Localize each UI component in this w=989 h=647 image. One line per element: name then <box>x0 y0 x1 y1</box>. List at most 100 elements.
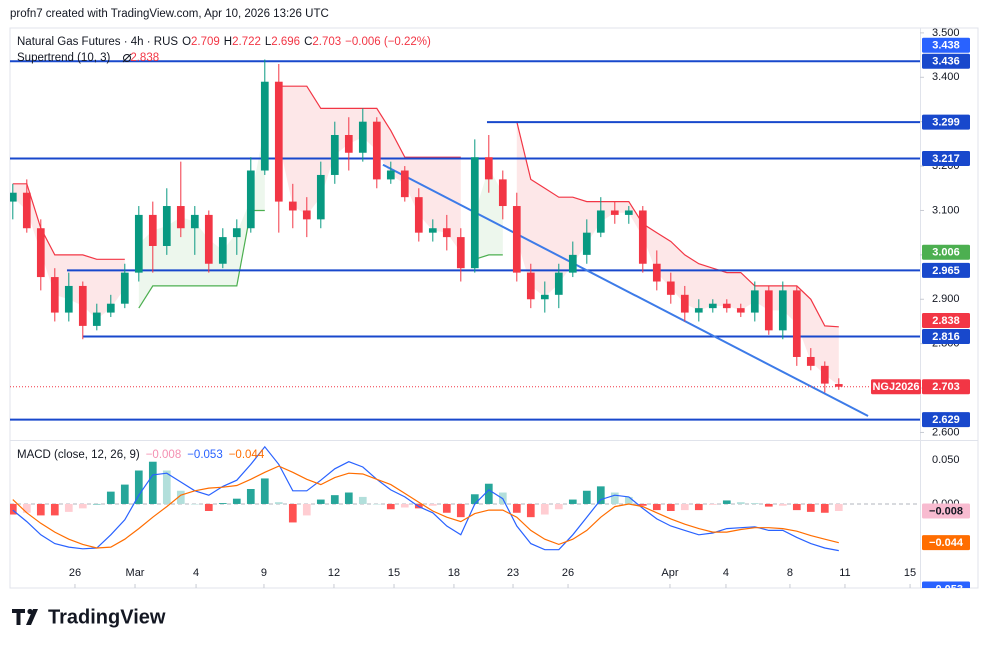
macd-histogram-bar <box>470 494 479 504</box>
macd-histogram-bar <box>190 503 199 505</box>
brand-name: TradingView <box>48 606 166 628</box>
macd-histogram-bar <box>778 503 787 506</box>
supertrend-legend: Supertrend (10, 3) 2.838 <box>17 52 159 64</box>
price-badge-label: 3.217 <box>932 153 960 165</box>
candle-body <box>106 303 115 313</box>
macd-label: MACD (close, 12, 26, 9) <box>17 449 140 461</box>
macd-histogram-bar <box>736 502 745 504</box>
supertrend-fill <box>138 126 265 309</box>
ohlc-value: 2.722 <box>232 36 261 48</box>
candle-body <box>232 228 241 238</box>
symbol-title: Natural Gas Futures · 4h · RUS <box>17 36 178 48</box>
supertrend-fill <box>474 168 503 260</box>
supertrend-fill <box>516 121 839 386</box>
candle-body <box>526 272 535 300</box>
x-tick-label: 4 <box>723 567 729 579</box>
ohlc-key: C <box>304 36 312 48</box>
signal-line <box>12 465 839 549</box>
supertrend-down <box>516 121 839 328</box>
candle-body <box>554 272 563 295</box>
price-badge-label: 3.438 <box>932 40 960 52</box>
macd-histogram-bar <box>722 500 731 504</box>
price-badge-label: 2.965 <box>932 265 960 277</box>
candle-body <box>64 285 73 313</box>
macd-histogram-bar <box>330 495 339 504</box>
candle-body <box>792 290 801 357</box>
macd-line <box>12 445 839 552</box>
ohlc-key: L <box>265 36 272 48</box>
macd-histogram-bar <box>204 503 213 511</box>
macd-histogram-bar <box>218 503 227 504</box>
macd-histogram-bar <box>512 503 521 513</box>
y-tick-label: 2.900 <box>932 293 960 305</box>
candle-body <box>638 210 647 264</box>
price-badge <box>922 151 970 167</box>
macd-histogram-bar <box>274 502 283 504</box>
macd-badge-label: −0.044 <box>929 537 964 549</box>
candle-body <box>484 157 493 180</box>
brand-logo <box>12 608 38 625</box>
macd-tick-label: 0.050 <box>932 454 960 466</box>
macd-histogram-bar <box>148 461 157 504</box>
price-pane <box>10 59 920 421</box>
macd-histogram-bar <box>428 503 437 506</box>
price-badge <box>922 114 970 130</box>
macd-histogram-bar <box>834 503 843 511</box>
ohlc-key: H <box>224 36 232 48</box>
macd-badge <box>922 535 970 551</box>
macd-badge <box>922 503 970 519</box>
candle-body <box>568 254 577 273</box>
attribution: profn7 created with TradingView.com, Apr… <box>10 8 329 20</box>
price-badge-label: 2.703 <box>932 381 960 393</box>
price-badge-label: 3.299 <box>932 117 960 129</box>
y-tick-label: 3.400 <box>932 71 960 83</box>
candle-body <box>456 237 465 269</box>
macd-histogram-bar <box>106 491 115 504</box>
series-legend: Natural Gas Futures · 4h · RUS O2.709 H2.7… <box>17 36 431 48</box>
supertrend-down <box>278 85 461 158</box>
candle-body <box>540 294 549 300</box>
macd-histogram-bar <box>92 503 101 505</box>
macd-histogram-bar <box>456 503 465 518</box>
symbol-badge <box>871 379 921 395</box>
macd-histogram-bar <box>820 503 829 513</box>
ohlc-value: 2.696 <box>271 36 300 48</box>
candle-body <box>666 281 675 295</box>
candle-body <box>316 174 325 220</box>
supertrend-value: 2.838 <box>130 52 159 64</box>
candle-body <box>190 214 199 229</box>
x-tick-label: 12 <box>328 567 340 579</box>
candle-body <box>36 228 45 278</box>
x-tick-label: 15 <box>388 567 400 579</box>
supertrend-up <box>138 209 265 309</box>
candle-body <box>246 170 255 229</box>
candle-body <box>610 210 619 215</box>
candle-body <box>92 312 101 326</box>
x-tick-label: 23 <box>507 567 519 579</box>
macd-pane <box>10 445 920 552</box>
macd-histogram-bar <box>400 503 409 508</box>
macd-histogram-bar <box>764 503 773 507</box>
x-tick-label: 8 <box>787 567 793 579</box>
candle-body <box>288 201 297 211</box>
price-badge <box>922 329 970 345</box>
price-badge <box>922 379 970 395</box>
change: −0.006 (−0.22%) <box>345 36 431 48</box>
candle-body <box>162 206 171 246</box>
candle-body <box>386 170 395 180</box>
price-badge <box>922 53 970 69</box>
macd-histogram-bar <box>162 470 171 504</box>
macd-histogram-bar <box>750 503 759 504</box>
candle-body <box>736 308 745 313</box>
candle-body <box>722 303 731 309</box>
macd-histogram-bar <box>666 503 675 511</box>
x-tick-label: 26 <box>562 567 574 579</box>
candle-body <box>330 134 339 175</box>
x-tick-label: 9 <box>261 567 267 579</box>
axes: 2.6002.7002.8002.9003.0003.1003.2003.300… <box>69 27 970 588</box>
candle-body <box>120 272 129 304</box>
candle-body <box>498 179 507 207</box>
candle-body <box>414 197 423 233</box>
candle-body <box>372 121 381 180</box>
